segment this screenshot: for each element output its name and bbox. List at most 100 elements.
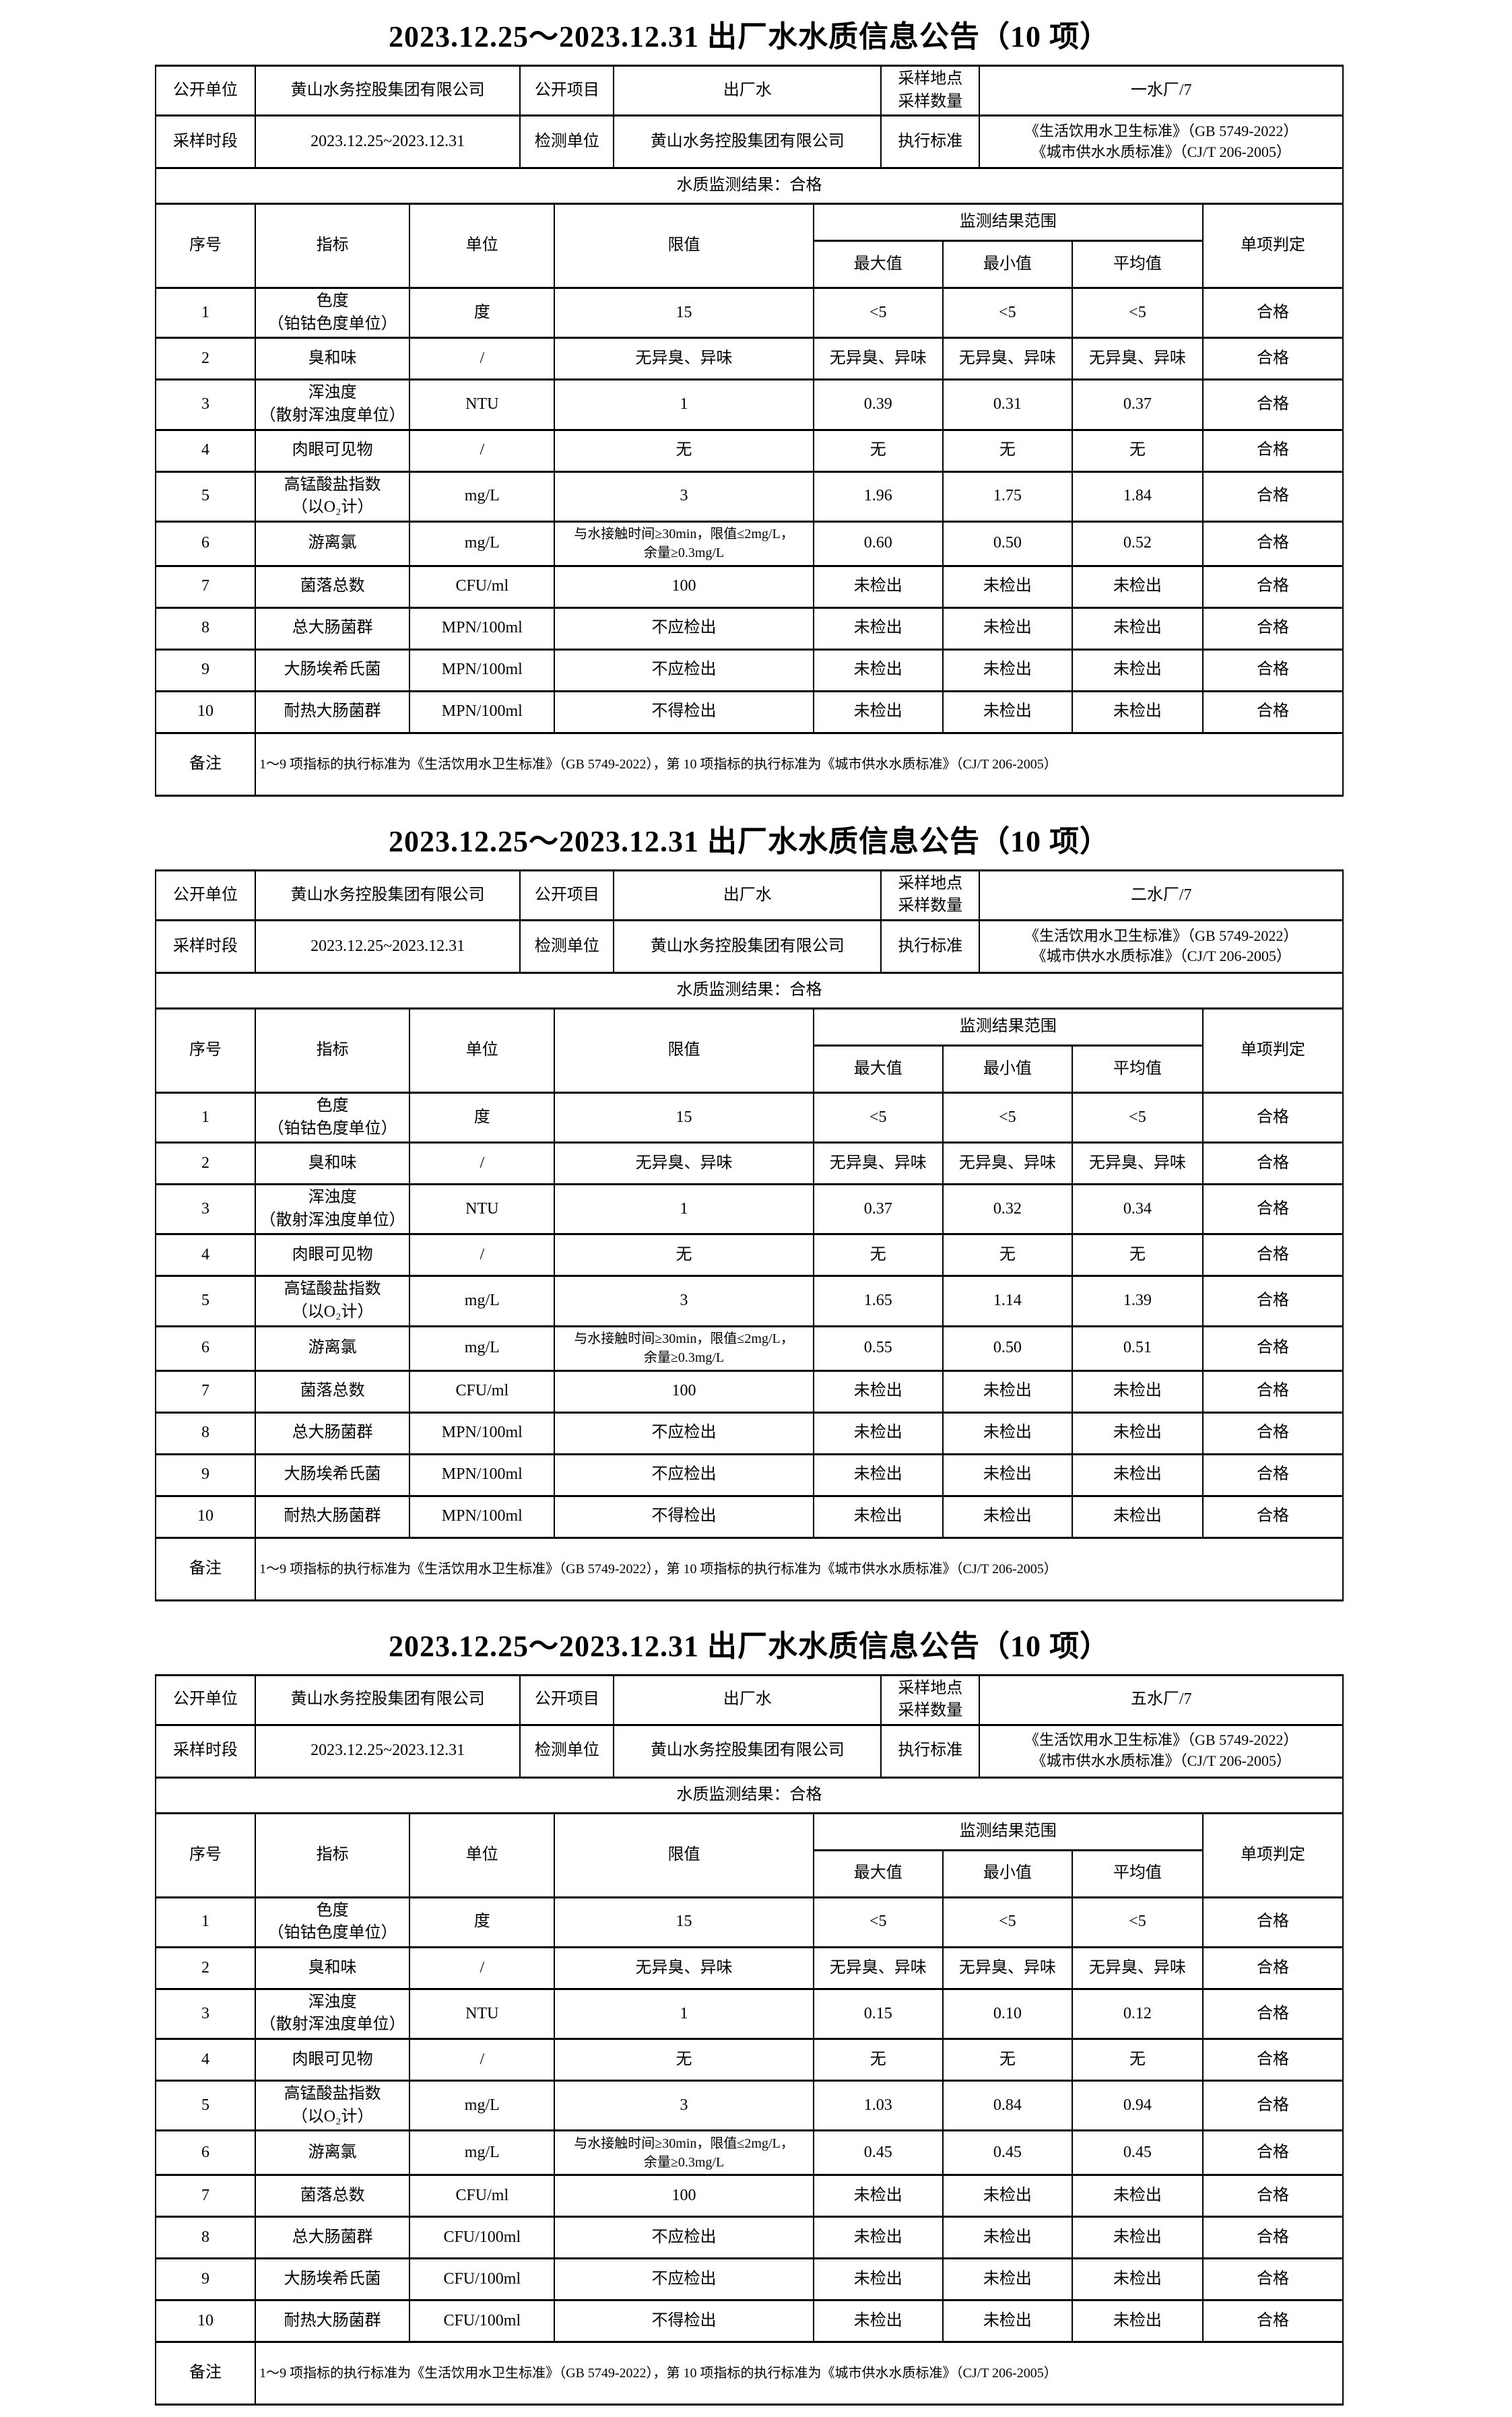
cell-judge: 合格 xyxy=(1202,1091,1344,1144)
cell-indicator: 大肠埃希氏菌 xyxy=(255,1453,411,1497)
cell-seq: 1 xyxy=(154,1896,257,1948)
cell-limit: 无 xyxy=(554,2038,814,2082)
info-row: 公开单位 黄山水务控股集团有限公司 公开项目 出厂水 采样地点 采样数量 一水厂… xyxy=(154,64,1344,117)
table-row: 7 菌落总数 CFU/ml 100 未检出 未检出 未检出 合格 xyxy=(154,1369,1344,1414)
result-row: 水质监测结果：合格 xyxy=(155,167,1344,205)
cell-avg-value: 无 xyxy=(1071,2038,1204,2082)
cell-max-value: 0.15 xyxy=(812,1987,944,2041)
cell-max-value: 1.65 xyxy=(812,1275,944,1327)
table-row: 8 总大肠菌群 MPN/100ml 不应检出 未检出 未检出 未检出 合格 xyxy=(154,1411,1344,1455)
cell-indicator: 高锰酸盐指数 （以O₂计） xyxy=(255,470,411,523)
header-limit: 限值 xyxy=(554,1007,814,1094)
cell-indicator: 臭和味 xyxy=(255,337,411,381)
open-unit-label: 公开单位 xyxy=(154,1674,257,1726)
header-indicator: 指标 xyxy=(255,203,411,290)
cell-max-value: 0.37 xyxy=(812,1183,944,1236)
open-unit-label: 公开单位 xyxy=(154,64,257,117)
cell-unit: mg/L xyxy=(409,520,556,567)
cell-max-value: 无异臭、异味 xyxy=(812,337,944,381)
cell-judge: 合格 xyxy=(1202,378,1344,431)
cell-max-value: 0.55 xyxy=(812,1325,944,1372)
sampling-period-label: 采样时段 xyxy=(154,114,257,170)
notice-title: 2023.12.25～2023.12.31 出厂水水质信息公告（10 项） xyxy=(389,1629,1110,1663)
cell-min-value: 0.84 xyxy=(942,2080,1073,2132)
cell-seq: 2 xyxy=(154,337,257,381)
cell-seq: 5 xyxy=(154,1275,257,1327)
result-line: 水质监测结果：合格 xyxy=(155,167,1344,205)
cell-min-value: 未检出 xyxy=(942,1369,1073,1414)
table-row: 6 游离氯 mg/L 与水接触时间≥30min，限值≤2mg/L， 余量≥0.3… xyxy=(154,1325,1344,1372)
cell-min-value: 未检出 xyxy=(942,1411,1073,1455)
cell-indicator: 色度 （铂钴色度单位） xyxy=(255,287,411,339)
cell-min-value: 无异臭、异味 xyxy=(942,1946,1073,1990)
cell-limit: 不得检出 xyxy=(554,2299,814,2344)
cell-indicator: 浑浊度 （散射浑浊度单位） xyxy=(255,378,411,431)
cell-unit: MPN/100ml xyxy=(409,1411,556,1455)
cell-avg-value: 0.37 xyxy=(1071,378,1204,431)
info-row: 公开单位 黄山水务控股集团有限公司 公开项目 出厂水 采样地点 采样数量 二水厂… xyxy=(154,869,1344,921)
cell-unit: / xyxy=(409,2038,556,2082)
table-row: 1 色度 （铂钴色度单位） 度 15 <5 <5 <5 合格 xyxy=(154,1091,1344,1144)
table-row: 3 浑浊度 （散射浑浊度单位） NTU 1 0.15 0.10 0.12 合格 xyxy=(154,1987,1344,2041)
cell-avg-value: 0.12 xyxy=(1071,1987,1204,2041)
cell-avg-value: 未检出 xyxy=(1071,690,1204,734)
header-indicator: 指标 xyxy=(255,1007,411,1094)
cell-unit: 度 xyxy=(409,287,556,339)
cell-indicator: 游离氯 xyxy=(255,520,411,567)
cell-judge: 合格 xyxy=(1202,1411,1344,1455)
cell-limit: 1 xyxy=(554,1183,814,1236)
sampling-period-label: 采样时段 xyxy=(154,1723,257,1779)
cell-seq: 4 xyxy=(154,2038,257,2082)
header-max: 最大值 xyxy=(812,1849,944,1898)
cell-limit: 3 xyxy=(554,1275,814,1327)
header-judge: 单项判定 xyxy=(1202,203,1344,290)
open-item-label: 公开项目 xyxy=(519,1674,615,1726)
header-subrow: 最大值 最小值 平均值 xyxy=(156,1849,1343,1898)
open-unit-value: 黄山水务控股集团有限公司 xyxy=(255,64,521,117)
header-seq: 序号 xyxy=(154,1812,257,1898)
cell-judge: 合格 xyxy=(1202,1453,1344,1497)
result-line: 水质监测结果：合格 xyxy=(155,1776,1344,1814)
cell-seq: 5 xyxy=(154,2080,257,2132)
cell-unit: / xyxy=(409,1141,556,1186)
cell-avg-value: 无异臭、异味 xyxy=(1071,337,1204,381)
header-unit: 单位 xyxy=(409,203,556,290)
cell-avg-value: 0.45 xyxy=(1071,2129,1204,2177)
cell-min-value: 1.14 xyxy=(942,1275,1073,1327)
sampling-period-value: 2023.12.25~2023.12.31 xyxy=(255,1723,521,1779)
cell-judge: 合格 xyxy=(1202,1946,1344,1990)
cell-seq: 9 xyxy=(154,648,257,692)
table-row: 6 游离氯 mg/L 与水接触时间≥30min，限值≤2mg/L， 余量≥0.3… xyxy=(154,2129,1344,2177)
cell-max-value: 未检出 xyxy=(812,2299,944,2344)
open-unit-value: 黄山水务控股集团有限公司 xyxy=(255,869,521,921)
cell-indicator: 臭和味 xyxy=(255,1946,411,1990)
cell-limit: 不应检出 xyxy=(554,2257,814,2302)
cell-avg-value: 未检出 xyxy=(1071,1453,1204,1497)
cell-judge: 合格 xyxy=(1202,1896,1344,1948)
cell-avg-value: 0.34 xyxy=(1071,1183,1204,1236)
header-range: 监测结果范围 xyxy=(812,1007,1204,1047)
remark-text: 1～9 项指标的执行标准为《生活饮用水卫生标准》（GB 5749-2022），第… xyxy=(255,2341,1344,2406)
cell-min-value: 0.50 xyxy=(942,520,1073,567)
cell-max-value: 无异臭、异味 xyxy=(812,1946,944,1990)
cell-seq: 7 xyxy=(154,564,257,609)
sample-site-value: 五水厂/7 xyxy=(979,1674,1344,1726)
header-row: 序号 指标 单位 限值 监测结果范围 单项判定 xyxy=(154,1812,1344,1898)
cell-unit: CFU/100ml xyxy=(409,2257,556,2302)
cell-unit: 度 xyxy=(409,1896,556,1948)
cell-seq: 1 xyxy=(154,287,257,339)
notice-block-plant5: 2023.12.25～2023.12.31 出厂水水质信息公告（10 项） 公开… xyxy=(154,1622,1344,2406)
cell-judge: 合格 xyxy=(1202,1369,1344,1414)
table-row: 7 菌落总数 CFU/ml 100 未检出 未检出 未检出 合格 xyxy=(154,2174,1344,2218)
table-row: 5 高锰酸盐指数 （以O₂计） mg/L 3 1.96 1.75 1.84 合格 xyxy=(154,470,1344,523)
test-unit-label: 检测单位 xyxy=(519,1723,615,1779)
cell-unit: MPN/100ml xyxy=(409,1494,556,1539)
cell-limit: 不应检出 xyxy=(554,2216,814,2260)
cell-judge: 合格 xyxy=(1202,1141,1344,1186)
cell-judge: 合格 xyxy=(1202,470,1344,523)
cell-unit: NTU xyxy=(409,1183,556,1236)
open-unit-value: 黄山水务控股集团有限公司 xyxy=(255,1674,521,1726)
open-item-value: 出厂水 xyxy=(613,64,882,117)
cell-seq: 3 xyxy=(154,1987,257,2041)
cell-indicator: 耐热大肠菌群 xyxy=(255,2299,411,2344)
